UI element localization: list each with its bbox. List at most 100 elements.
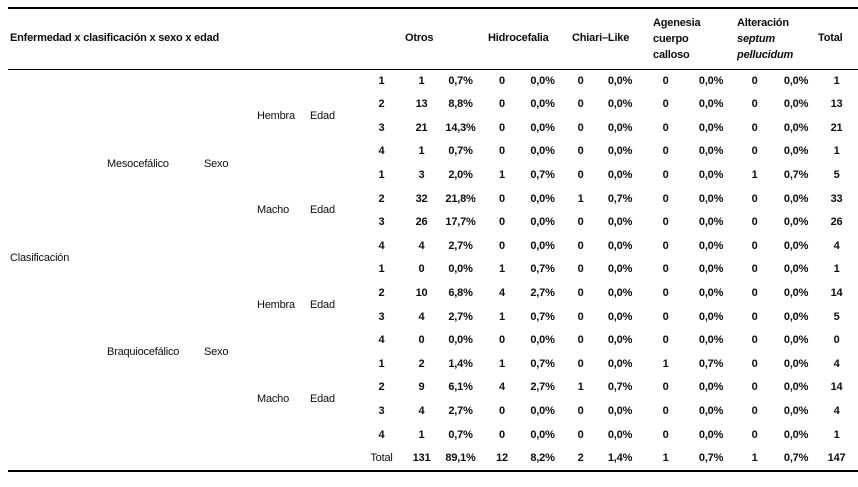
agenesia-n-total: 1 xyxy=(662,451,669,464)
agenesia-n: 0 xyxy=(662,239,669,252)
chiari-n: 0 xyxy=(577,263,584,276)
agenesia-n: 0 xyxy=(662,145,669,158)
agenesia-pct: 0,0% xyxy=(698,74,724,87)
alteracion-pct: 0,0% xyxy=(783,98,809,111)
chiari-pct: 0,0% xyxy=(607,428,633,441)
alteracion-n: 0 xyxy=(751,428,758,441)
edad-value: 2 xyxy=(378,192,385,205)
chiari-n: 0 xyxy=(577,74,584,87)
data-row: 3 4 2,7% 0 0,0% 0 0,0% 0 0,0% 0 0,0% 4 xyxy=(8,400,858,424)
hidrocefalia-pct: 0,7% xyxy=(530,310,555,323)
otros-pct: 0,7% xyxy=(448,74,473,87)
otros-n: 4 xyxy=(418,239,425,252)
row-total: 1 xyxy=(833,428,840,441)
edad-value: 3 xyxy=(378,310,385,323)
otros-n: 1 xyxy=(418,428,425,441)
otros-pct: 2,7% xyxy=(448,405,473,418)
col-header-alteracion-septum-pellucidum: Alteración septum pellucidum xyxy=(732,8,815,70)
data-row: 3 26 17,7% 0 0,0% 0 0,0% 0 0,0% 0 0,0% 26 xyxy=(8,211,858,235)
edad-label: Edad xyxy=(310,204,335,217)
chiari-n: 0 xyxy=(577,428,584,441)
chiari-n: 0 xyxy=(577,310,584,323)
otros-pct: 0,7% xyxy=(448,428,473,441)
chiari-pct: 0,0% xyxy=(607,169,633,182)
otros-n: 4 xyxy=(418,310,425,323)
hidrocefalia-pct: 0,0% xyxy=(530,74,555,87)
agenesia-pct: 0,0% xyxy=(698,381,724,394)
alteracion-n: 0 xyxy=(751,357,758,370)
hidrocefalia-pct: 0,0% xyxy=(530,192,555,205)
edad-value: 1 xyxy=(378,169,385,182)
chiari-pct: 0,0% xyxy=(607,145,633,158)
alteracion-pct-total: 0,7% xyxy=(783,451,809,464)
hidrocefalia-n: 0 xyxy=(499,145,505,158)
edad-value: 4 xyxy=(378,334,385,347)
chiari-pct: 0,0% xyxy=(607,74,633,87)
row-total: 1 xyxy=(833,145,840,158)
hidrocefalia-pct-total: 8,2% xyxy=(530,451,555,464)
hidrocefalia-n: 1 xyxy=(499,357,505,370)
agenesia-pct: 0,7% xyxy=(698,357,724,370)
hidrocefalia-pct: 0,0% xyxy=(530,428,555,441)
otros-pct: 2,0% xyxy=(448,169,473,182)
hidrocefalia-pct: 0,7% xyxy=(530,169,555,182)
alteracion-n-total: 1 xyxy=(751,451,758,464)
edad-value: 3 xyxy=(378,216,385,229)
hidrocefalia-pct: 0,0% xyxy=(530,145,555,158)
col-header-agenesia-cuerpo-calloso: Agenesia cuerpo calloso xyxy=(641,8,732,70)
otros-n: 4 xyxy=(418,405,425,418)
hidrocefalia-n-total: 12 xyxy=(496,451,508,464)
agenesia-n: 0 xyxy=(662,428,669,441)
hidrocefalia-n: 4 xyxy=(499,381,505,394)
hidrocefalia-pct: 0,0% xyxy=(530,334,555,347)
col-header-chiari-like: Chiari–Like xyxy=(572,32,630,45)
data-row: Braquiocefálico Sexo Hembra Edad 1 0 0,0% 1 0,7%… xyxy=(8,258,858,358)
row-total: 0 xyxy=(833,334,840,347)
edad-value: 3 xyxy=(378,121,385,134)
agenesia-n: 0 xyxy=(662,74,669,87)
hidrocefalia-pct: 0,0% xyxy=(530,405,555,418)
col-header-total: Total xyxy=(818,32,843,45)
clasificacion-label: Clasificación xyxy=(10,251,70,264)
sex-label-macho: Macho xyxy=(257,204,290,217)
alteracion-n: 0 xyxy=(751,334,758,347)
otros-pct-total: 89,1% xyxy=(445,451,476,464)
agenesia-n: 0 xyxy=(662,98,669,111)
agenesia-pct: 0,0% xyxy=(698,310,724,323)
crosstab-table: Enfermedad x clasificación x sexo x edad… xyxy=(8,7,858,472)
chiari-pct: 0,7% xyxy=(607,381,633,394)
alteracion-n: 0 xyxy=(751,381,758,394)
chiari-pct: 0,7% xyxy=(607,192,633,205)
chiari-pct: 0,0% xyxy=(607,287,633,300)
group-label-mesocefálico: Mesocefálico xyxy=(107,157,169,170)
alteracion-n: 0 xyxy=(751,74,758,87)
hidrocefalia-pct: 0,0% xyxy=(530,121,555,134)
edad-label: Edad xyxy=(310,110,335,123)
otros-pct: 2,7% xyxy=(448,310,473,323)
edad-value: 4 xyxy=(378,239,385,252)
hidrocefalia-n: 0 xyxy=(499,405,505,418)
otros-n: 21 xyxy=(415,121,428,134)
alteracion-pct: 0,0% xyxy=(783,263,809,276)
otros-n: 26 xyxy=(415,216,428,229)
otros-pct: 2,7% xyxy=(448,239,473,252)
sex-label-hembra: Hembra xyxy=(257,110,295,123)
otros-pct: 1,4% xyxy=(448,357,473,370)
row-total: 14 xyxy=(830,287,843,300)
alteracion-pct: 0,0% xyxy=(783,74,809,87)
alteracion-pct: 0,0% xyxy=(783,381,809,394)
chiari-n: 0 xyxy=(577,357,584,370)
row-total: 1 xyxy=(833,263,840,276)
sexo-label: Sexo xyxy=(204,157,229,170)
edad-value: 3 xyxy=(378,405,385,418)
otros-n: 0 xyxy=(418,263,425,276)
total-row: Total 131 89,1% 12 8,2% 2 1,4% 1 0,7% 1 0,7% 147 xyxy=(8,447,858,471)
header-line-italic: pellucidum xyxy=(737,49,794,61)
otros-pct: 21,8% xyxy=(445,192,476,205)
row-total: 5 xyxy=(833,310,840,323)
row-total: 33 xyxy=(830,192,843,205)
otros-pct: 6,8% xyxy=(448,287,473,300)
agenesia-pct: 0,0% xyxy=(698,169,724,182)
alteracion-pct: 0,0% xyxy=(783,405,809,418)
otros-n: 3 xyxy=(418,169,425,182)
